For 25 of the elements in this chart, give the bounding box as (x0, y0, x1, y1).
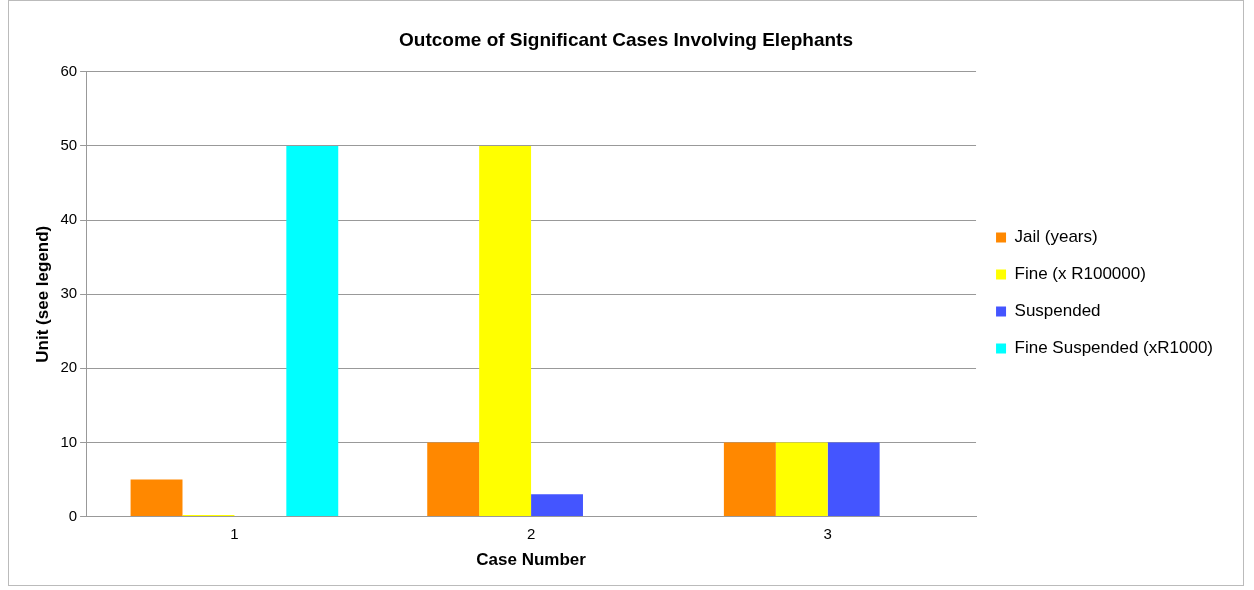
x-tick-label: 3 (823, 524, 832, 542)
bar (531, 494, 583, 517)
bar (479, 145, 532, 517)
y-tick-label: 10 (60, 432, 78, 450)
legend-label: Jail (years) (1014, 227, 1098, 247)
bar (775, 442, 828, 517)
bar (286, 145, 339, 517)
legend-label: Fine (x R100000) (1014, 264, 1146, 284)
y-tick-label: 20 (60, 358, 78, 376)
bar (723, 442, 776, 517)
y-tick-label: 0 (68, 506, 78, 524)
x-tick-label: 1 (230, 524, 239, 542)
x-tick-label: 2 (526, 524, 536, 542)
y-tick-label: 60 (60, 61, 78, 79)
x-axis-title: Case Number (476, 550, 587, 570)
legend-label: Fine Suspended (xR1000) (1014, 338, 1214, 358)
bar (427, 442, 480, 517)
legend-label: Suspended (1014, 301, 1101, 321)
bar (827, 442, 880, 517)
y-tick-label: 40 (60, 210, 78, 228)
y-tick-label: 30 (60, 284, 78, 302)
y-tick-label: 50 (60, 136, 78, 154)
bar (130, 479, 183, 517)
chart-title: Outcome of Significant Cases Involving Elephants (399, 28, 853, 50)
y-axis-title: Unit (see legend) (32, 225, 52, 363)
